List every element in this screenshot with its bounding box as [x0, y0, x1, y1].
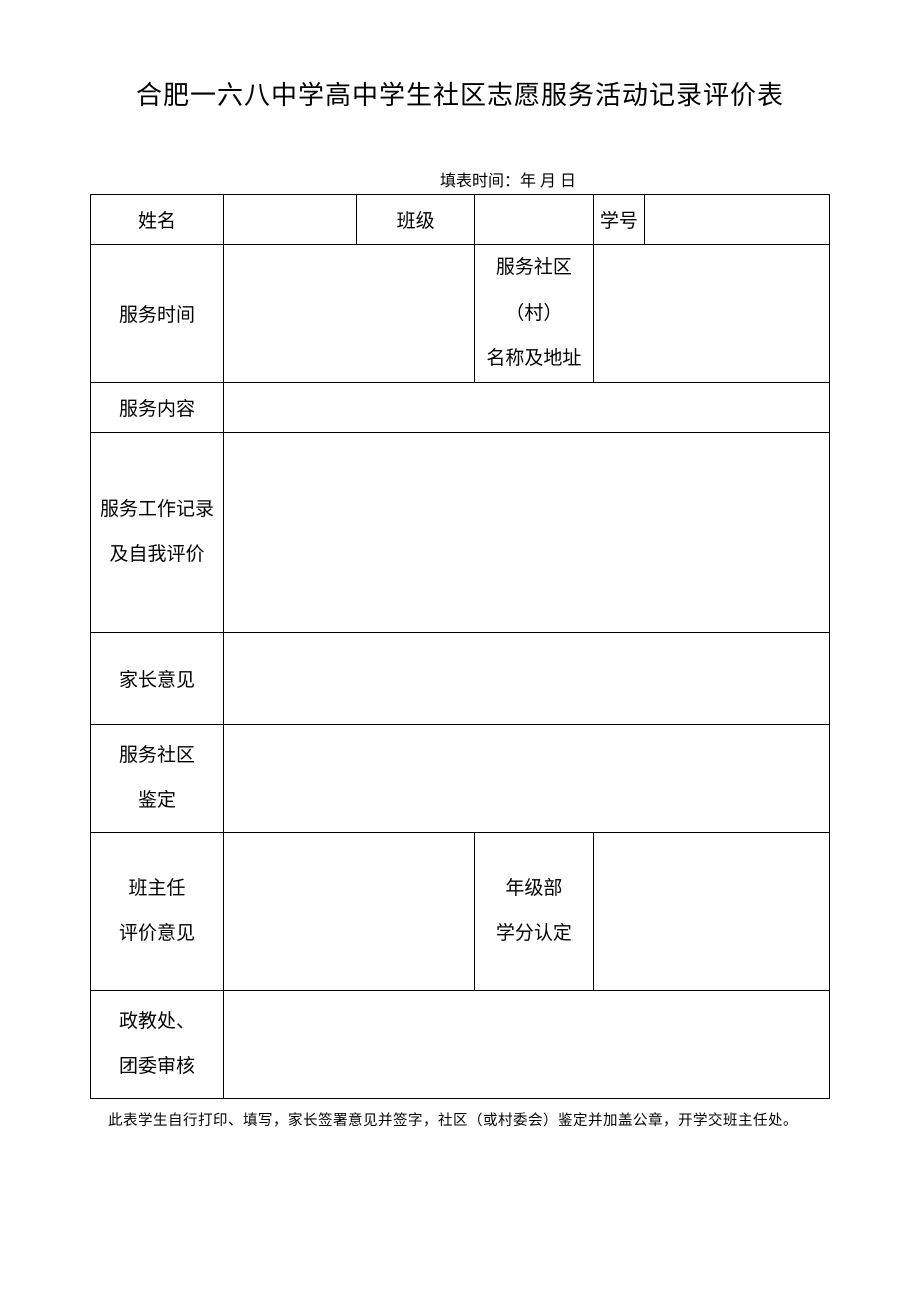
teacher-opinion-value-cell [224, 832, 475, 990]
community-appraisal-label-cell: 服务社区 鉴定 [91, 724, 224, 832]
service-content-value-cell [224, 382, 830, 432]
grade-credit-line1: 年级部 [475, 866, 592, 912]
grade-credit-line2: 学分认定 [475, 911, 592, 957]
work-record-line2: 及自我评价 [91, 532, 223, 578]
service-time-label-cell: 服务时间 [91, 245, 224, 383]
audit-line1: 政教处、 [91, 999, 223, 1045]
service-time-value-cell [224, 245, 475, 383]
work-record-line1: 服务工作记录 [91, 487, 223, 533]
footnote: 此表学生自行打印、填写，家长签署意见并签字，社区（或村委会）鉴定并加盖公章，开学… [90, 1109, 830, 1130]
teacher-opinion-label-cell: 班主任 评价意见 [91, 832, 224, 990]
community-label-cell: 服务社区（村） 名称及地址 [475, 245, 593, 383]
audit-line2: 团委审核 [91, 1044, 223, 1090]
teacher-opinion-line1: 班主任 [91, 866, 223, 912]
name-label-cell: 姓名 [91, 195, 224, 245]
community-appraisal-line1: 服务社区 [91, 733, 223, 779]
parent-opinion-label-cell: 家长意见 [91, 632, 224, 724]
grade-credit-label-cell: 年级部 学分认定 [475, 832, 593, 990]
parent-opinion-value-cell [224, 632, 830, 724]
community-appraisal-line2: 鉴定 [91, 778, 223, 824]
community-label-line2: 名称及地址 [475, 336, 592, 382]
page-title: 合肥一六八中学高中学生社区志愿服务活动记录评价表 [90, 75, 830, 112]
work-record-label-cell: 服务工作记录 及自我评价 [91, 432, 224, 632]
service-content-label-cell: 服务内容 [91, 382, 224, 432]
audit-value-cell [224, 990, 830, 1098]
teacher-opinion-line2: 评价意见 [91, 911, 223, 957]
grade-credit-value-cell [593, 832, 830, 990]
audit-label-cell: 政教处、 团委审核 [91, 990, 224, 1098]
student-id-value-cell [645, 195, 830, 245]
class-value-cell [475, 195, 593, 245]
community-appraisal-value-cell [224, 724, 830, 832]
name-value-cell [224, 195, 357, 245]
class-label-cell: 班级 [357, 195, 475, 245]
community-label-line1: 服务社区（村） [475, 245, 592, 336]
student-id-label-cell: 学号 [593, 195, 645, 245]
evaluation-form-table: 姓名 班级 学号 服务时间 服务社区（村） 名称及地址 服务内容 服务工作记录 … [90, 194, 830, 1099]
community-value-cell [593, 245, 830, 383]
work-record-value-cell [224, 432, 830, 632]
fill-time-label: 填表时间：年 月 日 [90, 167, 830, 191]
